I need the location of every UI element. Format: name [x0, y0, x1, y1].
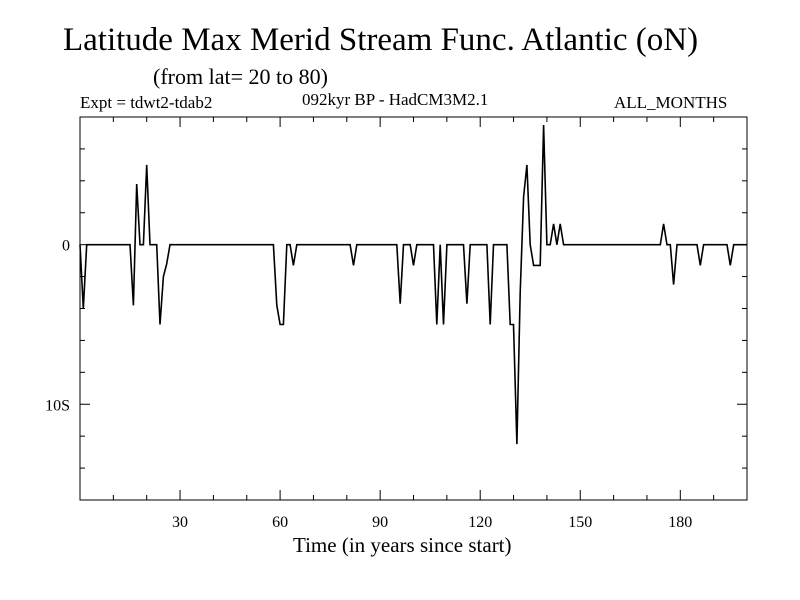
- experiment-label: Expt = tdwt2-tdab2: [80, 93, 213, 112]
- plot-frame: [79, 116, 748, 501]
- y-tick-label: 10S: [45, 397, 70, 414]
- x-tick-label: 180: [668, 514, 692, 531]
- series-line: [79, 124, 747, 445]
- x-tick-label: 90: [372, 514, 388, 531]
- x-tick-label: 30: [172, 514, 188, 531]
- chart-subtitle: (from lat= 20 to 80): [153, 64, 328, 89]
- model-label: 092kyr BP - HadCM3M2.1: [302, 90, 489, 109]
- axis-tick-labels: 30 60 90 120 150 180 0 10S: [45, 238, 692, 531]
- period-label: ALL_MONTHS: [614, 93, 728, 112]
- x-tick-label: 150: [568, 514, 592, 531]
- x-tick-label: 60: [272, 514, 288, 531]
- chart-title: Latitude Max Merid Stream Func. Atlantic…: [63, 22, 699, 58]
- axis-ticks: [80, 117, 747, 500]
- y-tick-label: 0: [62, 238, 70, 255]
- x-tick-label: 120: [468, 514, 492, 531]
- x-axis-label: Time (in years since start): [293, 533, 512, 557]
